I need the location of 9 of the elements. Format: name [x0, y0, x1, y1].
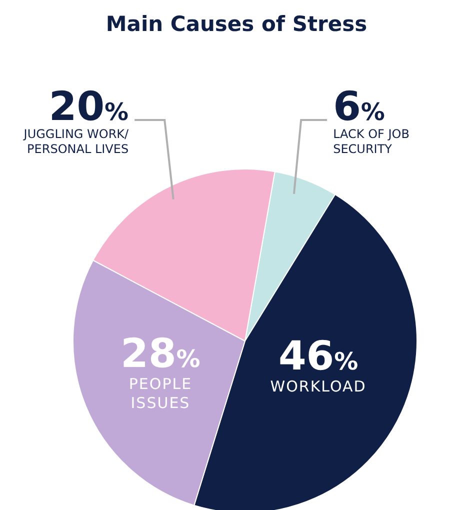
- slice-label: PEOPLE ISSUES: [128, 374, 192, 412]
- chart-title: Main Causes of Stress: [104, 12, 368, 36]
- slice-label: WORKLOAD: [270, 378, 366, 396]
- data-label: 20%: [48, 84, 129, 130]
- slice-label: JUGGLING WORK/ PERSONAL LIVES: [22, 127, 130, 156]
- data-label: 46%: [278, 334, 358, 380]
- slice-label: LACK OF JOB SECURITY: [333, 127, 410, 156]
- data-label: 28%: [120, 330, 200, 377]
- data-label: 6%: [333, 84, 385, 130]
